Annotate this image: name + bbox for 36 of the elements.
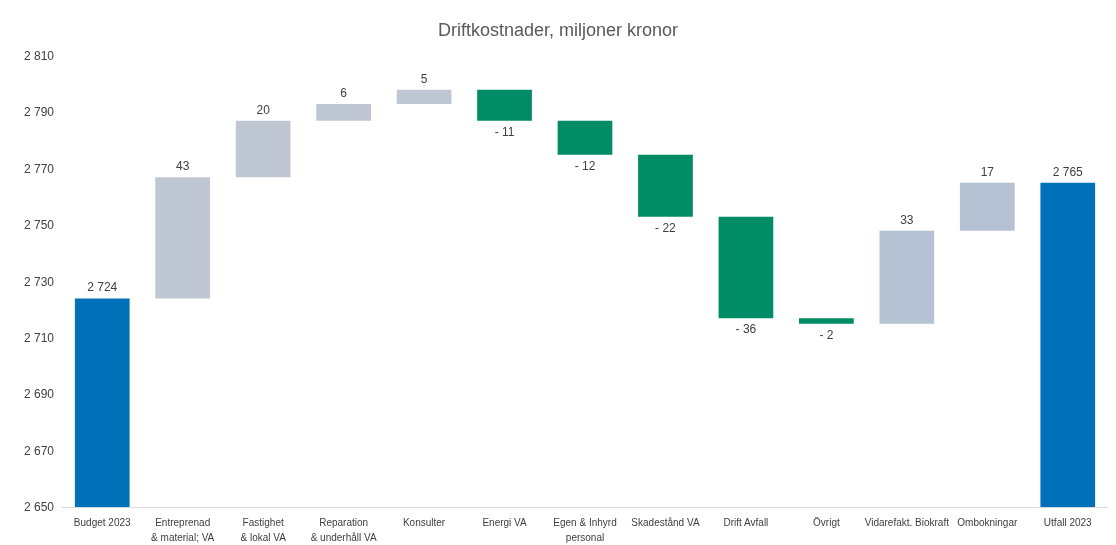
y-tick-label: 2 750 xyxy=(23,218,55,233)
data-label: - 12 xyxy=(574,158,596,173)
chart-title: Driftkostnader, miljoner kronor xyxy=(437,20,679,40)
data-label: - 11 xyxy=(494,124,515,139)
x-tick-label: Skadestånd VA xyxy=(631,517,700,528)
y-tick-label: 2 670 xyxy=(23,443,55,458)
y-tick-label: 2 790 xyxy=(23,105,55,120)
y-tick-label: 2 690 xyxy=(23,387,55,402)
x-tick-label: Budget 2023 xyxy=(73,517,132,528)
data-label: 20 xyxy=(256,102,271,117)
x-tick-label: Fastighet & lokal VA xyxy=(240,517,287,543)
y-tick-label: 2 650 xyxy=(23,500,55,514)
x-tick-label: Övrigt xyxy=(813,517,840,528)
data-label: 2 724 xyxy=(87,280,118,295)
data-label: - 36 xyxy=(735,322,757,337)
data-label: - 2 xyxy=(819,327,834,342)
x-tick-label: Drift Avfall xyxy=(723,517,769,528)
data-label: 43 xyxy=(176,159,190,174)
x-tick-label: Energi VA xyxy=(482,517,527,528)
y-tick-label: 2 730 xyxy=(23,274,55,289)
data-label: - 22 xyxy=(655,220,677,235)
data-label: 6 xyxy=(340,85,348,100)
x-tick-label: Ombokningar xyxy=(957,517,1018,528)
x-tick-label: Utfall 2023 xyxy=(1043,517,1093,528)
data-label: 33 xyxy=(900,212,914,227)
x-tick-label: Reparation & underhåll VA xyxy=(310,517,377,543)
data-label: 17 xyxy=(980,164,995,179)
x-tick-label: Konsulter xyxy=(402,517,446,528)
y-tick-label: 2 710 xyxy=(23,330,55,345)
y-tick-label: 2 770 xyxy=(23,161,55,176)
x-tick-label: Entreprenad & material; VA xyxy=(151,517,215,543)
data-label: 5 xyxy=(420,71,428,86)
y-tick-label: 2 810 xyxy=(23,49,55,63)
x-tick-label: Egen & Inhyrd personal xyxy=(553,517,617,543)
x-tick-label: Vidarefakt. Biokraft xyxy=(864,517,950,528)
data-label: 2 765 xyxy=(1052,164,1084,179)
